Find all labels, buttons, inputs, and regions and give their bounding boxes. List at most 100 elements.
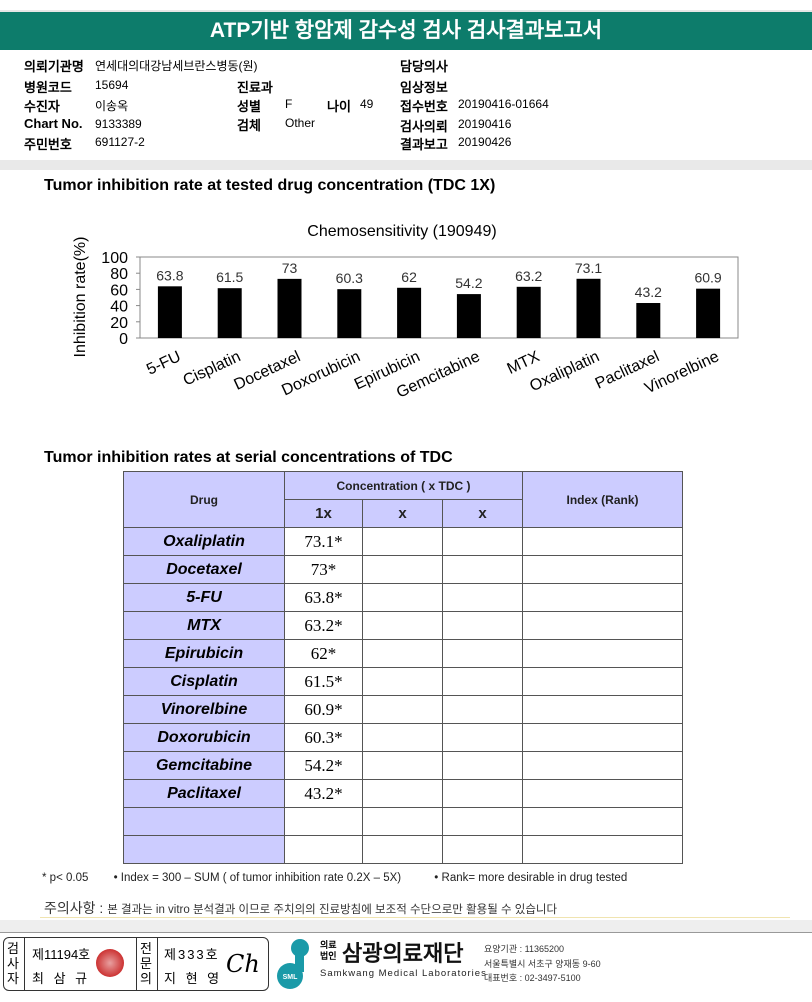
value-1x-cell: 54.2* xyxy=(284,751,363,780)
bar xyxy=(636,303,661,338)
specimen-value: Other xyxy=(285,116,316,130)
drug-cell xyxy=(123,835,285,864)
caution-label: 주의사항 : xyxy=(44,900,104,916)
data-label: 61.5 xyxy=(216,269,243,285)
value-cell xyxy=(362,751,443,780)
org-code: 요양기관 : 11365200 xyxy=(484,944,564,954)
drug-cell: Gemcitabine xyxy=(123,751,285,780)
report-value: 20190426 xyxy=(458,135,512,149)
index-cell xyxy=(522,835,683,864)
drug-cell: 5-FU xyxy=(123,583,285,612)
value-cell xyxy=(442,611,523,640)
value-cell xyxy=(362,807,443,836)
concentration-header: Concentration ( x TDC ) xyxy=(284,471,523,500)
value-cell xyxy=(362,611,443,640)
data-label: 63.2 xyxy=(515,268,542,284)
drug-header: Drug xyxy=(123,471,285,528)
section-title-serial: Tumor inhibition rates at serial concent… xyxy=(44,449,453,466)
value-cell xyxy=(362,695,443,724)
hospital-code-value: 15694 xyxy=(95,78,129,92)
value-cell xyxy=(442,667,523,696)
value-1x-cell: 73* xyxy=(284,555,363,584)
y-tick-label: 60 xyxy=(110,282,128,299)
doctor-label: 담당의사 xyxy=(400,59,448,74)
index-cell xyxy=(522,527,683,556)
conc-col-1x: 1x xyxy=(284,499,363,528)
data-label: 43.2 xyxy=(635,284,662,300)
tester-name: 최 삼 규 xyxy=(32,971,91,986)
drug-cell: Paclitaxel xyxy=(123,779,285,808)
chart-label: Chart No. xyxy=(24,116,83,131)
value-cell xyxy=(442,779,523,808)
table-row: Doxorubicin 60.3* xyxy=(123,723,683,752)
footnote-p: * p< 0.05 xyxy=(42,872,89,884)
index-cell xyxy=(522,751,683,780)
table-row: Oxaliplatin 73.1* xyxy=(123,527,683,556)
org-address: 서울특별시 서초구 양재동 9-60 xyxy=(484,959,601,969)
id-value: 691127-2 xyxy=(95,135,145,149)
drug-cell xyxy=(123,807,285,836)
table-row xyxy=(123,835,683,864)
clinical-label: 임상정보 xyxy=(400,80,448,95)
age-value: 49 xyxy=(360,97,374,111)
table-row: Paclitaxel 43.2* xyxy=(123,779,683,808)
index-cell xyxy=(522,807,683,836)
dept-label: 진료과 xyxy=(237,80,273,95)
table-row: 5-FU 63.8* xyxy=(123,583,683,612)
table-row: MTX 63.2* xyxy=(123,611,683,640)
bar xyxy=(576,278,601,338)
x-tick-label: 5-FU xyxy=(144,348,183,378)
drug-cell: Vinorelbine xyxy=(123,695,285,724)
request-label: 검사의뢰 xyxy=(400,119,448,134)
org-name: 삼광의료재단 xyxy=(342,941,464,966)
receipt-value: 20190416-01664 xyxy=(458,97,549,111)
bar xyxy=(516,286,541,338)
index-cell xyxy=(522,639,683,668)
index-header: Index (Rank) xyxy=(522,471,683,528)
value-1x-cell: 61.5* xyxy=(284,667,363,696)
tester-label: 검사자 xyxy=(7,941,19,986)
receipt-label: 접수번호 xyxy=(400,99,448,114)
patient-value: 이송옥 xyxy=(95,99,129,113)
value-1x-cell: 43.2* xyxy=(284,779,363,808)
data-label: 60.9 xyxy=(694,270,721,286)
drug-cell: Docetaxel xyxy=(123,555,285,584)
value-cell xyxy=(442,695,523,724)
bar xyxy=(456,294,481,338)
data-label: 73.1 xyxy=(575,260,602,276)
drug-cell: MTX xyxy=(123,611,285,640)
chart-title: Chemosensitivity (190949) xyxy=(307,223,496,240)
data-label: 63.8 xyxy=(156,267,183,283)
bar xyxy=(277,278,302,338)
divider xyxy=(0,160,812,170)
org-prefix-2: 법인 xyxy=(320,951,337,961)
tester-no: 제11194호 xyxy=(32,947,91,962)
bar xyxy=(397,287,422,338)
value-1x-cell xyxy=(284,807,363,836)
y-tick-label: 80 xyxy=(110,266,128,283)
value-cell xyxy=(442,751,523,780)
index-cell xyxy=(522,667,683,696)
bar xyxy=(157,286,182,338)
footnotes: * p< 0.05 • Index = 300 – SUM ( of tumor… xyxy=(42,872,627,884)
drug-cell: Oxaliplatin xyxy=(123,527,285,556)
drug-cell: Cisplatin xyxy=(123,667,285,696)
value-cell xyxy=(442,527,523,556)
x-tick-label: MTX xyxy=(505,348,543,378)
value-1x-cell: 73.1* xyxy=(284,527,363,556)
bar xyxy=(217,288,242,338)
y-tick-label: 20 xyxy=(110,315,128,332)
report-label: 결과보고 xyxy=(400,137,448,152)
bar xyxy=(337,289,362,338)
data-label: 62 xyxy=(401,269,417,285)
drug-cell: Epirubicin xyxy=(123,639,285,668)
drug-cell: Doxorubicin xyxy=(123,723,285,752)
id-label: 주민번호 xyxy=(24,137,72,152)
value-cell xyxy=(442,555,523,584)
value-cell xyxy=(362,779,443,808)
y-tick-label: 0 xyxy=(119,331,128,348)
institution-label: 의뢰기관명 xyxy=(24,59,84,74)
org-prefix-1: 의료 xyxy=(320,940,337,950)
table-row: Epirubicin 62* xyxy=(123,639,683,668)
plot-frame xyxy=(139,256,739,339)
